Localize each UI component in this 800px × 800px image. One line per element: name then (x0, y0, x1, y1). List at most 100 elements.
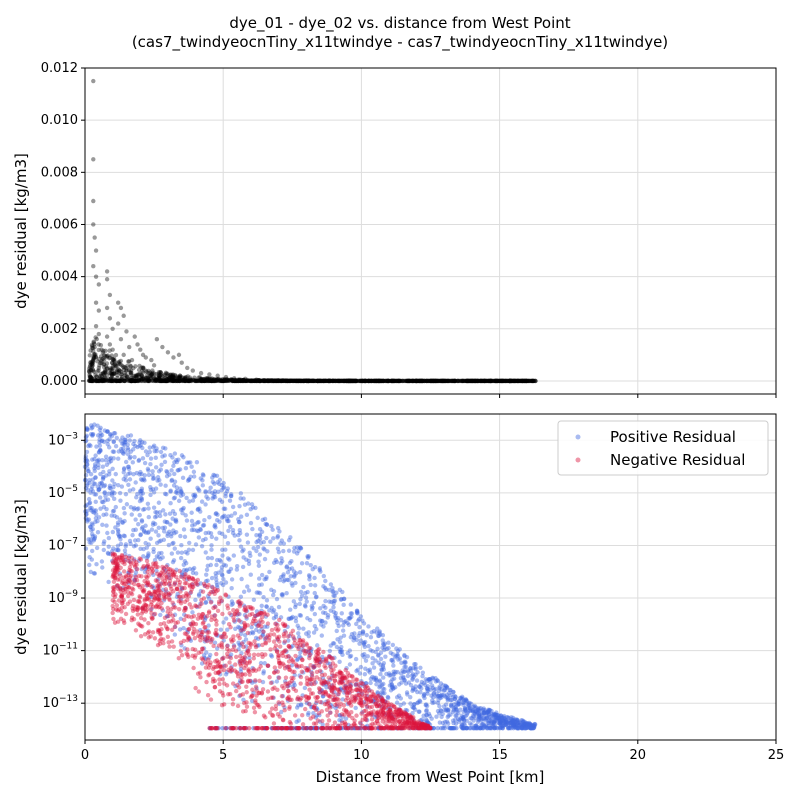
top-point (156, 373, 161, 378)
top-point (180, 375, 185, 380)
positive-residual-point (214, 536, 219, 541)
top-point (473, 378, 478, 384)
positive-residual-point (370, 674, 375, 680)
positive-residual-point (165, 614, 170, 619)
positive-residual-point (378, 656, 384, 662)
top-point (102, 368, 108, 373)
positive-residual-point (314, 626, 319, 632)
positive-residual-point (353, 656, 359, 662)
positive-residual-point (104, 523, 109, 528)
positive-residual-point (195, 506, 201, 512)
positive-residual-point (140, 456, 146, 461)
top-point (452, 378, 457, 384)
positive-residual-point (466, 701, 471, 706)
positive-residual-point (129, 512, 134, 517)
positive-residual-point (294, 551, 300, 556)
top-point (114, 378, 120, 384)
positive-residual-point (496, 715, 501, 721)
positive-residual-point (502, 722, 507, 728)
positive-residual-point (514, 721, 520, 727)
positive-residual-point (97, 495, 103, 500)
positive-residual-point (510, 720, 515, 725)
positive-residual-point (154, 510, 160, 515)
positive-residual-point (110, 558, 115, 564)
negative-residual-point (230, 701, 236, 707)
positive-residual-point (133, 527, 138, 532)
positive-residual-point (169, 531, 174, 537)
positive-residual-point (215, 517, 220, 523)
positive-residual-point (134, 566, 139, 571)
positive-residual-point (165, 562, 170, 568)
positive-residual-point (161, 598, 167, 603)
negative-residual-point (273, 621, 278, 626)
negative-residual-point (263, 715, 268, 720)
positive-residual-point (414, 678, 420, 683)
top-point (139, 372, 144, 378)
positive-residual-point (156, 533, 161, 538)
positive-residual-point (294, 664, 300, 670)
top-point (134, 372, 140, 378)
positive-residual-point (237, 519, 242, 525)
positive-residual-point (115, 483, 121, 488)
positive-residual-point (294, 705, 300, 710)
positive-residual-point (445, 709, 451, 714)
positive-residual-point (359, 678, 364, 684)
positive-residual-point (312, 623, 318, 629)
positive-residual-point (462, 706, 468, 711)
positive-residual-point (293, 580, 298, 586)
positive-residual-point (399, 680, 404, 685)
positive-residual-point (290, 643, 295, 649)
positive-residual-point (214, 580, 219, 585)
positive-residual-point (296, 631, 301, 636)
positive-residual-point (113, 471, 118, 477)
positive-residual-point (179, 550, 185, 555)
positive-residual-point (123, 474, 128, 479)
positive-residual-point (92, 571, 98, 576)
positive-residual-point (93, 508, 99, 513)
top-point (150, 368, 155, 373)
positive-residual-point (219, 568, 224, 573)
positive-residual-point (338, 597, 344, 602)
positive-residual-point (485, 710, 490, 715)
positive-residual-point (198, 509, 203, 514)
positive-residual-point (368, 648, 373, 653)
positive-residual-point (451, 706, 457, 711)
positive-residual-point (511, 721, 516, 726)
positive-residual-point (192, 522, 197, 527)
positive-residual-point (348, 653, 354, 659)
top-point (145, 375, 151, 380)
positive-residual-point (366, 643, 371, 649)
positive-residual-point (339, 611, 344, 616)
positive-residual-point (370, 661, 375, 666)
top-point (104, 364, 109, 369)
positive-residual-point (148, 485, 153, 490)
positive-residual-point (92, 456, 97, 462)
top-point (103, 370, 109, 375)
positive-residual-point (334, 617, 340, 623)
positive-residual-point (522, 721, 527, 727)
positive-residual-point (423, 702, 429, 707)
positive-residual-point (217, 557, 222, 563)
positive-residual-point (456, 719, 461, 724)
positive-residual-point (303, 595, 309, 600)
positive-residual-point (401, 701, 407, 706)
positive-residual-point (343, 683, 348, 689)
positive-residual-point (170, 516, 175, 521)
positive-residual-point (364, 704, 370, 709)
top-point (107, 371, 113, 376)
positive-residual-point (357, 630, 362, 636)
positive-residual-point (84, 425, 90, 431)
positive-residual-point (85, 458, 90, 464)
positive-residual-point (370, 649, 375, 654)
positive-residual-point (532, 722, 537, 727)
positive-residual-point (250, 630, 256, 636)
positive-residual-point (131, 544, 137, 549)
top-point (90, 361, 95, 366)
top-point (177, 373, 183, 378)
positive-residual-point (226, 569, 231, 574)
positive-residual-point (262, 637, 268, 642)
positive-residual-point (109, 491, 115, 496)
positive-residual-point (273, 614, 279, 619)
positive-residual-point (195, 485, 200, 491)
positive-residual-point (353, 682, 358, 688)
